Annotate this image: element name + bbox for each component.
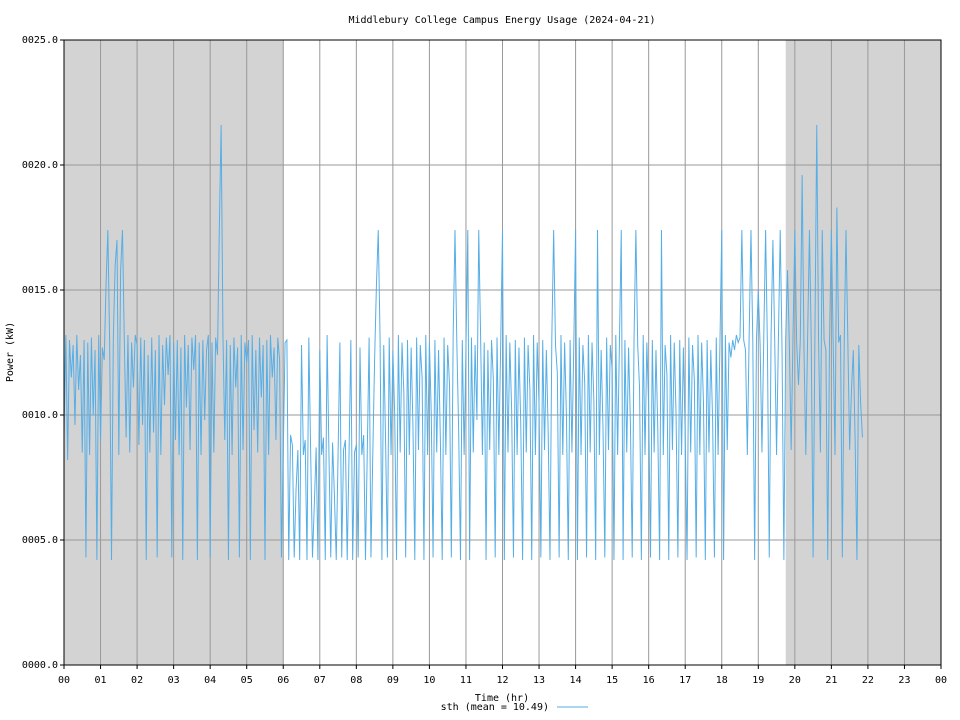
x-tick-label-4: 04: [204, 675, 216, 686]
x-tick-label-24: 00: [935, 675, 947, 686]
x-tick-label-1: 01: [95, 675, 107, 686]
x-tick-label-6: 06: [277, 675, 289, 686]
y-tick-label-0: 0000.0: [22, 660, 58, 671]
night-shade-1: [785, 40, 941, 665]
x-tick-label-20: 20: [789, 675, 801, 686]
x-tick-label-12: 12: [496, 675, 508, 686]
x-tick-label-22: 22: [862, 675, 874, 686]
x-tick-label-8: 08: [350, 675, 362, 686]
x-axis-label: Time (hr): [475, 693, 529, 704]
x-tick-label-21: 21: [825, 675, 837, 686]
x-tick-label-7: 07: [314, 675, 326, 686]
x-tick-label-10: 10: [423, 675, 435, 686]
x-tick-label-17: 17: [679, 675, 691, 686]
series-line-0: [63, 124, 863, 561]
y-tick-labels: 0000.0 0005.0 0010.0 0015.0 0020.0 0025.0: [22, 35, 64, 671]
x-tick-labels: 00 01 02 03 04 05 06 07 08 09 10 11 12 13 14 15 16 17 18 19…: [58, 665, 947, 686]
y-tick-label-4: 0020.0: [22, 160, 58, 171]
x-tick-label-5: 05: [241, 675, 253, 686]
series-group: [63, 124, 863, 561]
x-tick-label-14: 14: [570, 675, 582, 686]
x-tick-label-19: 19: [752, 675, 764, 686]
x-tick-label-9: 09: [387, 675, 399, 686]
x-tick-label-18: 18: [716, 675, 728, 686]
x-tick-label-13: 13: [533, 675, 545, 686]
legend-entry-label: sth (mean = 10.49): [441, 702, 549, 713]
x-tick-label-15: 15: [606, 675, 618, 686]
y-tick-label-2: 0010.0: [22, 410, 58, 421]
y-tick-label-5: 0025.0: [22, 35, 58, 46]
x-tick-label-23: 23: [898, 675, 910, 686]
y-tick-label-1: 0005.0: [22, 535, 58, 546]
y-axis-label: Power (kW): [5, 322, 16, 382]
chart-title: Middlebury College Campus Energy Usage (…: [348, 15, 655, 26]
legend: sth (mean = 10.49): [441, 702, 588, 713]
x-tick-label-0: 00: [58, 675, 70, 686]
x-tick-label-3: 03: [168, 675, 180, 686]
x-tick-label-11: 11: [460, 675, 472, 686]
x-tick-label-16: 16: [643, 675, 655, 686]
x-tick-label-2: 02: [131, 675, 143, 686]
y-tick-label-3: 0015.0: [22, 285, 58, 296]
